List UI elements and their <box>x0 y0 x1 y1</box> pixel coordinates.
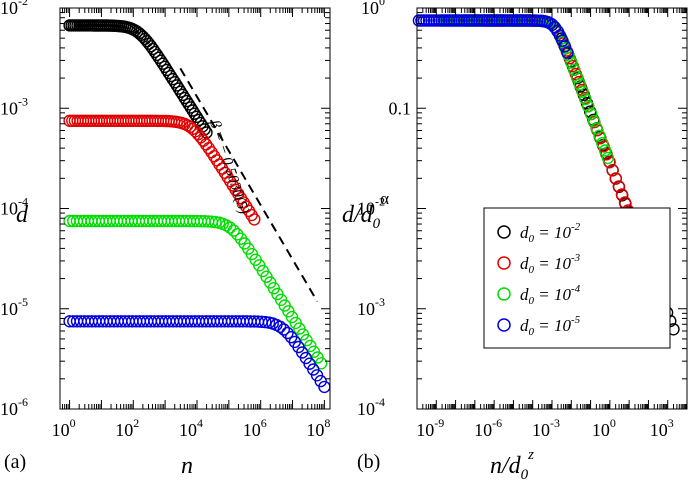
panel-b-marker-series-2 <box>612 180 625 193</box>
panel-a-marker-series-1 <box>188 107 201 120</box>
panel-b-marker-series-3 <box>570 70 584 84</box>
panel-a-marker-series-4 <box>259 315 272 329</box>
legend-entries: d0 = 10-2 d0 = 10-3 d0 = 10-4 d0 = 10-5 <box>497 221 581 338</box>
legend-marker-3 <box>497 287 511 301</box>
panel-a-y-tick-label: 10-4 <box>0 195 28 219</box>
panel-a-y-tick-label: 10-3 <box>0 94 28 118</box>
panel-b-marker-series-3 <box>593 129 606 143</box>
panel-a-y-axis-label: d <box>16 202 29 228</box>
panel-b-x-tick-label: 103 <box>650 416 674 440</box>
panel-a-data-markers <box>63 19 331 394</box>
panel-a-y-tick-label: 10-5 <box>0 295 28 319</box>
legend-box <box>483 207 671 349</box>
panel-b-marker-series-3 <box>596 136 609 150</box>
panel-a-slope-guide-line <box>179 67 319 303</box>
panel-a-marker-series-1 <box>172 82 186 95</box>
panel-a-marker-series-3 <box>227 224 240 237</box>
panel-a-x-tick-label: 108 <box>306 416 330 440</box>
panel-a-marker-series-1 <box>166 72 180 86</box>
panel-a-marker-series-1 <box>162 66 176 80</box>
panel-b-x-tick-label: 10-9 <box>416 416 444 440</box>
panel-a-marker-series-3 <box>223 221 237 234</box>
panel-b-marker-series-3 <box>576 85 589 98</box>
panel-b-marker-series-3 <box>573 78 586 91</box>
panel-b-marker-series-3 <box>579 92 592 106</box>
panel-a-marker-series-3 <box>231 228 244 241</box>
panel-a-ticks: 100 102 104 106 108 10-6 10-5 10-4 10-3 10-2 <box>0 0 330 440</box>
legend-label-1: d0 = 10-2 <box>520 221 581 245</box>
legend-label-4: d0 = 10-5 <box>520 314 581 338</box>
panel-a-marker-series-1 <box>164 69 178 83</box>
panel-b-x-tick-label: 100 <box>592 416 616 440</box>
panel-a-marker-series-1 <box>156 57 170 70</box>
panel-b-label: (b) <box>357 451 380 473</box>
panel-a: 100 102 104 106 108 10-6 10-5 10-4 10-3 10-2 β = … <box>0 0 331 479</box>
panel-a-marker-series-1 <box>180 94 193 108</box>
panel-a-marker-series-2 <box>199 138 213 151</box>
panel-b-y-tick-label: 10-3 <box>357 295 385 319</box>
panel-a-marker-series-2 <box>248 213 261 226</box>
panel-a-marker-series-1 <box>192 113 205 127</box>
panel-b-x-axis-label: n/d0z <box>490 447 534 483</box>
panel-a-frame <box>59 7 331 410</box>
panel-a-label: (a) <box>4 451 26 473</box>
legend-marker-4 <box>497 318 511 332</box>
panel-a-x-axis-label: n <box>181 453 193 479</box>
panel-b-marker-series-2 <box>609 172 622 185</box>
panel-a-marker-series-1 <box>158 60 172 74</box>
panel-b-marker-series-3 <box>587 114 601 128</box>
panel-b-marker-series-2 <box>615 188 629 201</box>
panel-a-marker-series-4 <box>277 323 290 336</box>
panel-b-x-tick-label: 10-3 <box>532 416 560 440</box>
panel-a-marker-series-1 <box>170 79 184 92</box>
panel-a-marker-series-1 <box>176 88 189 102</box>
panel-a-marker-series-1 <box>190 110 203 124</box>
panel-b-y-tick-label: 10-4 <box>357 395 385 419</box>
legend-label-2: d0 = 10-3 <box>520 252 581 276</box>
panel-a-x-tick-label: 104 <box>179 416 203 440</box>
panel-a-marker-series-4 <box>273 320 287 333</box>
legend-marker-1 <box>497 225 511 239</box>
panel-b-marker-series-3 <box>568 63 581 77</box>
legend: d0 = 10-2 d0 = 10-3 d0 = 10-4 d0 = 10-5 <box>483 207 671 349</box>
panel-a-marker-series-1 <box>160 63 174 77</box>
panel-b-marker-series-3 <box>598 144 612 157</box>
panel-a-x-tick-label: 100 <box>52 416 76 440</box>
panel-a-beta-annotation: β = − 0.5030(5) <box>206 117 252 216</box>
panel-b-marker-series-4 <box>556 34 569 47</box>
panel-a-y-tick-label: 10-2 <box>0 0 28 18</box>
panel-a-marker-series-1 <box>178 91 191 105</box>
panel-b-x-tick-label: 10-6 <box>474 416 502 440</box>
panel-b-marker-series-2 <box>606 164 619 177</box>
panel-b-y-tick-label: 0.1 <box>389 98 412 118</box>
panel-b-data-markers <box>412 14 680 336</box>
panel-a-marker-series-1 <box>154 54 168 67</box>
panel-a-marker-series-4 <box>281 326 294 340</box>
panel-a-marker-series-1 <box>168 76 182 89</box>
panel-b-marker-series-3 <box>601 151 615 165</box>
panel-a-x-tick-label: 106 <box>243 416 267 440</box>
panel-b-marker-series-4 <box>558 40 572 53</box>
panel-a-marker-series-1 <box>184 101 197 114</box>
panel-a-x-tick-label: 102 <box>115 416 139 440</box>
panel-a-marker-series-1 <box>174 85 187 98</box>
panel-b-marker-series-3 <box>582 100 595 113</box>
legend-label-3: d0 = 10-4 <box>520 283 581 307</box>
panel-a-marker-series-1 <box>182 98 195 111</box>
legend-marker-2 <box>497 256 511 270</box>
panel-b-marker-series-3 <box>584 107 598 121</box>
panel-b-marker-series-3 <box>590 122 603 135</box>
panel-a-y-tick-label: 10-6 <box>0 395 28 419</box>
panel-b-y-tick-label: 100 <box>361 0 385 18</box>
panel-b-y-axis-label: d/d0α <box>342 189 389 232</box>
panel-b-marker-series-4 <box>561 46 574 59</box>
